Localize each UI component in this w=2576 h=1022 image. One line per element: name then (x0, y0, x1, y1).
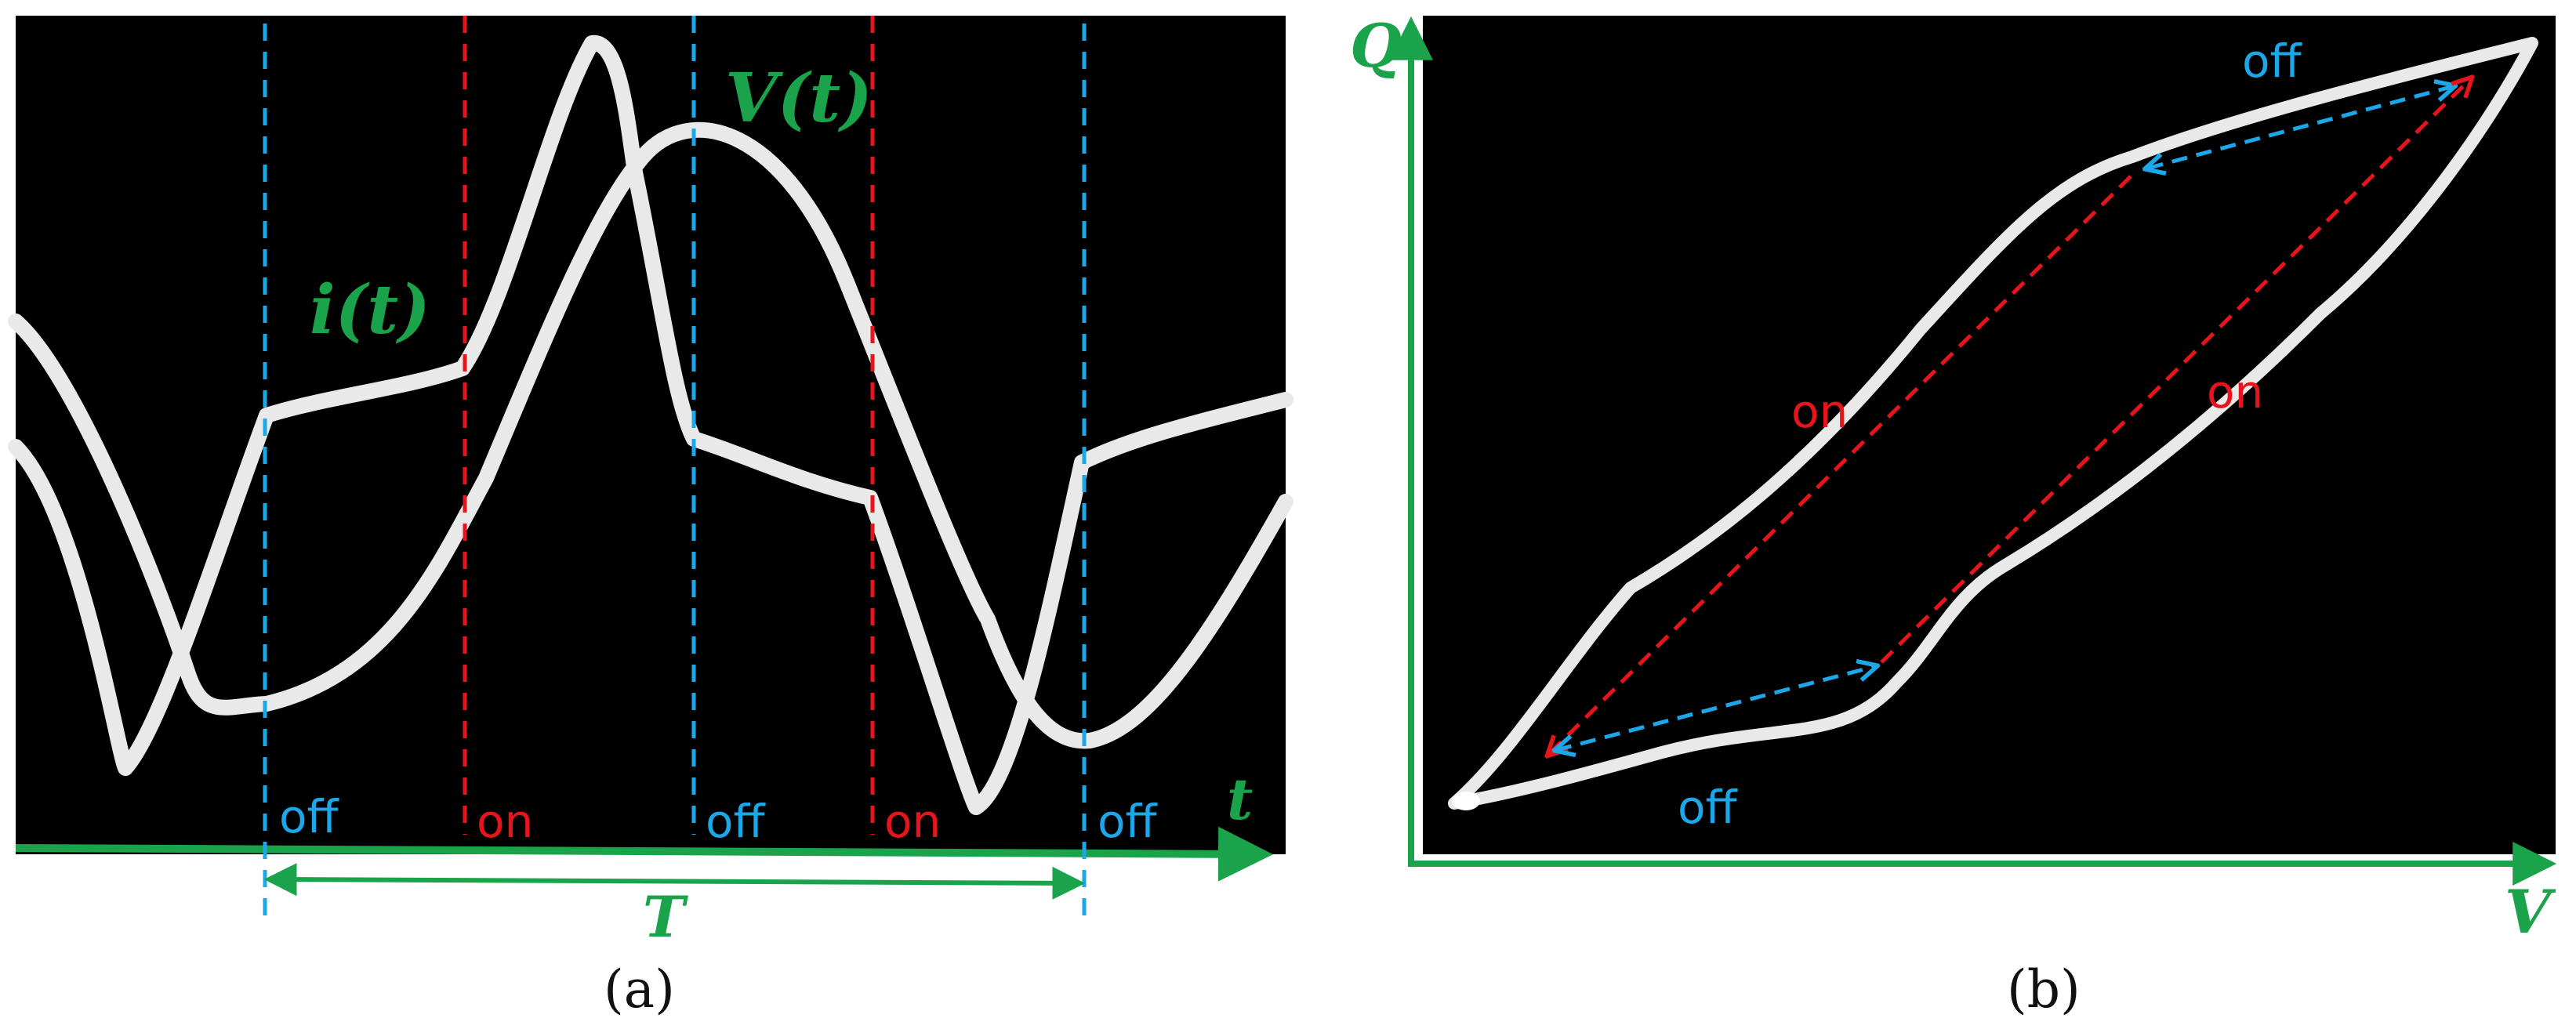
marker-label: on (477, 795, 533, 848)
loop-bright-tip (1452, 792, 1480, 810)
panel-b: off on on off Q V (b) (1350, 11, 2557, 1020)
arrow-off-top (2146, 86, 2454, 169)
branch-label-off-bottom: off (1678, 781, 1738, 834)
marker-off-3: off (1082, 24, 1158, 921)
state-markers: off on off on off (263, 16, 1158, 921)
marker-off-1: off (263, 24, 339, 921)
marker-on-1: on (463, 16, 533, 848)
panel-b-plot-background (1423, 16, 2556, 854)
branch-label-on-right: on (2207, 365, 2263, 419)
marker-label: on (884, 795, 941, 848)
marker-on-2: on (870, 16, 941, 848)
arrow-on-right (1880, 78, 2471, 664)
q-axis-label: Q (1350, 11, 1402, 81)
branch-label-off-top: off (2242, 34, 2302, 88)
period-arrow (263, 863, 1086, 900)
marker-label: off (279, 790, 339, 843)
time-axis (15, 826, 1273, 882)
time-axis-label: t (1227, 766, 1253, 832)
period-label: T (643, 883, 688, 950)
voltage-label: V(t) (725, 59, 873, 138)
panel-b-label: (b) (2007, 959, 2081, 1020)
arrow-off-bottom (1556, 666, 1876, 750)
panel-a: t i(t) V(t) off on off on o (8, 16, 1293, 1020)
branch-label-on-left: on (1791, 385, 1848, 438)
current-label: i(t) (310, 270, 430, 350)
marker-off-2: off (691, 16, 766, 848)
panel-a-label: (a) (604, 959, 675, 1020)
marker-label: off (706, 795, 766, 848)
voltage-trace (8, 121, 1293, 749)
v-axis-label: V (2505, 877, 2556, 947)
arrow-on-left (1548, 175, 2132, 755)
marker-label: off (1098, 795, 1158, 848)
